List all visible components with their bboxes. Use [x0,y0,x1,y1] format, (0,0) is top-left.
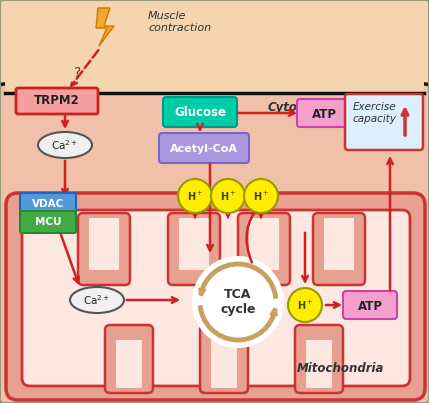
Bar [306,340,332,388]
FancyBboxPatch shape [20,193,76,215]
Bar [324,218,354,270]
FancyBboxPatch shape [16,88,98,114]
Bar [4,4,425,92]
FancyBboxPatch shape [22,210,410,386]
Bar [89,218,119,270]
FancyBboxPatch shape [6,193,425,400]
Bar [179,218,209,270]
Circle shape [178,179,212,213]
FancyBboxPatch shape [78,213,130,285]
Bar [116,340,142,388]
FancyBboxPatch shape [343,291,397,319]
Text: Acetyl-CoA: Acetyl-CoA [170,144,238,154]
Text: H$^+$: H$^+$ [253,189,269,203]
Circle shape [192,256,284,348]
Text: Ca$^{2+}$: Ca$^{2+}$ [84,293,111,307]
Bar [211,340,237,388]
Circle shape [288,288,322,322]
Text: H$^+$: H$^+$ [187,189,203,203]
Circle shape [244,179,278,213]
Ellipse shape [38,132,92,158]
FancyBboxPatch shape [168,213,220,285]
Bar [5,4,424,96]
Text: VDAC: VDAC [32,199,64,209]
Text: Cytoplasm: Cytoplasm [267,102,337,114]
Bar [249,218,279,270]
FancyBboxPatch shape [105,325,153,393]
Text: Muscle
contraction: Muscle contraction [148,11,211,33]
Text: MCU: MCU [35,217,61,227]
FancyBboxPatch shape [159,133,249,163]
FancyBboxPatch shape [200,325,248,393]
Ellipse shape [70,287,124,313]
FancyBboxPatch shape [0,84,429,403]
FancyBboxPatch shape [20,211,76,233]
Text: ATP: ATP [357,299,383,312]
FancyBboxPatch shape [238,213,290,285]
Polygon shape [96,8,114,46]
Text: Glucose: Glucose [174,106,226,120]
Text: ATP: ATP [311,108,336,120]
Text: TRPM2: TRPM2 [34,94,80,108]
FancyBboxPatch shape [345,94,423,150]
Text: ?: ? [74,66,82,80]
FancyBboxPatch shape [295,325,343,393]
Circle shape [211,179,245,213]
Text: Exercise
capacity: Exercise capacity [353,102,397,124]
Text: H$^+$: H$^+$ [297,299,313,312]
Text: TCA
cycle: TCA cycle [220,288,256,316]
Text: H$^+$: H$^+$ [220,189,236,203]
FancyBboxPatch shape [313,213,365,285]
FancyBboxPatch shape [163,97,237,127]
FancyBboxPatch shape [297,99,351,127]
Text: Ca$^{2+}$: Ca$^{2+}$ [51,138,79,152]
Text: Mitochondria: Mitochondria [296,361,384,374]
